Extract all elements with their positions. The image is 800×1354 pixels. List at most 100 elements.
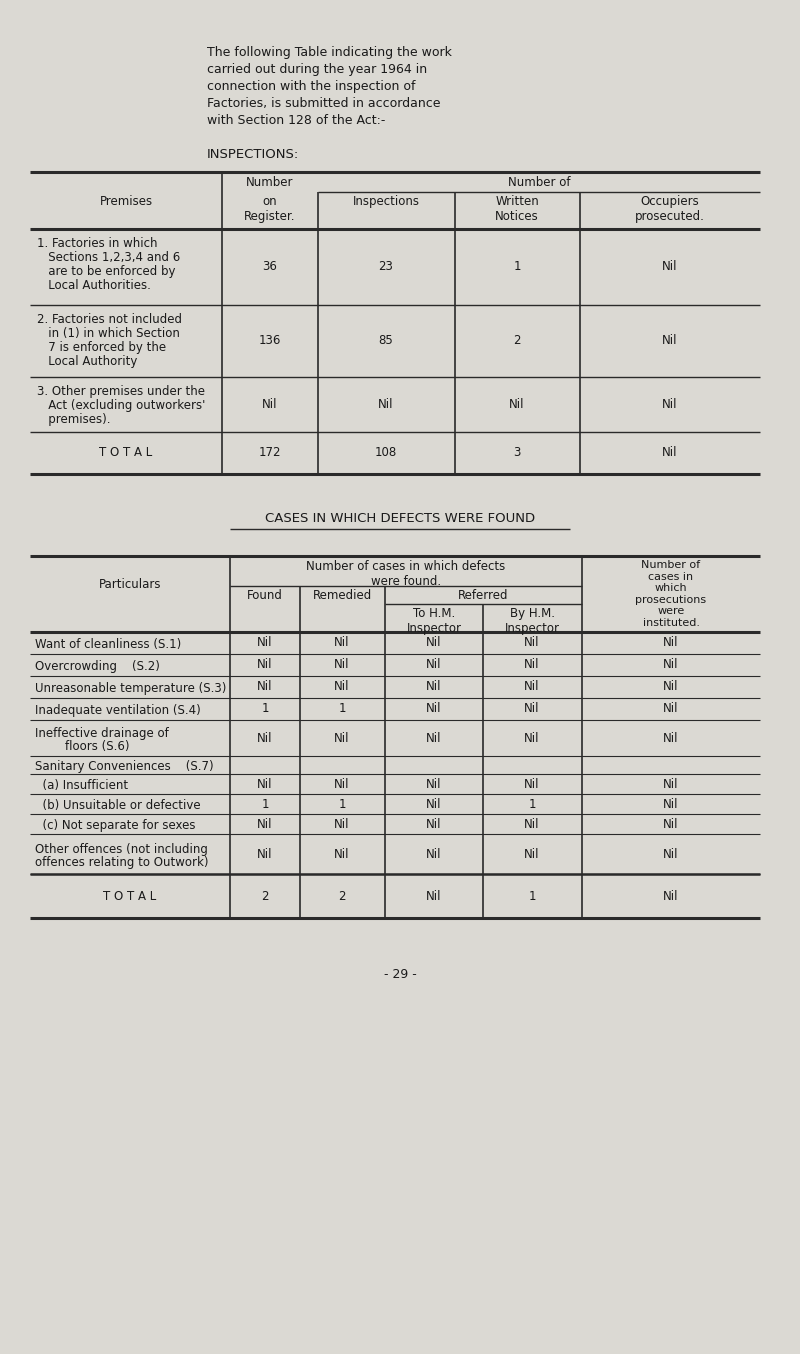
Text: Sections 1,2,3,4 and 6: Sections 1,2,3,4 and 6 <box>37 250 180 264</box>
Text: Nil: Nil <box>524 777 540 791</box>
Text: Nil: Nil <box>662 334 678 348</box>
Text: Referred: Referred <box>458 589 508 603</box>
Text: 3. Other premises under the: 3. Other premises under the <box>37 385 205 398</box>
Text: 172: 172 <box>258 447 282 459</box>
Text: 2: 2 <box>262 890 269 903</box>
Text: floors (S.6): floors (S.6) <box>35 741 130 753</box>
Text: To H.M.
Inspector: To H.M. Inspector <box>406 607 462 635</box>
Text: Nil: Nil <box>426 848 442 861</box>
Text: Nil: Nil <box>334 848 350 861</box>
Text: Remedied: Remedied <box>312 589 372 603</box>
Text: Nil: Nil <box>426 890 442 903</box>
Text: (a) Insufficient: (a) Insufficient <box>35 779 128 792</box>
Text: Nil: Nil <box>662 260 678 274</box>
Text: Nil: Nil <box>524 818 540 830</box>
Text: Inspections: Inspections <box>353 195 419 209</box>
Text: The following Table indicating the work: The following Table indicating the work <box>207 46 452 60</box>
Text: Nil: Nil <box>334 658 350 672</box>
Text: Nil: Nil <box>524 681 540 693</box>
Text: Nil: Nil <box>258 681 273 693</box>
Text: 1: 1 <box>262 798 269 811</box>
Text: Nil: Nil <box>524 731 540 745</box>
Text: Local Authorities.: Local Authorities. <box>37 279 151 292</box>
Text: 23: 23 <box>378 260 394 274</box>
Text: Nil: Nil <box>662 398 678 410</box>
Text: Written
Notices: Written Notices <box>495 195 539 223</box>
Text: 36: 36 <box>262 260 278 274</box>
Text: By H.M.
Inspector: By H.M. Inspector <box>505 607 559 635</box>
Text: 136: 136 <box>259 334 281 348</box>
Text: Nil: Nil <box>663 658 678 672</box>
Text: Ineffective drainage of: Ineffective drainage of <box>35 727 169 741</box>
Text: - 29 -: - 29 - <box>384 968 416 982</box>
Text: Nil: Nil <box>334 777 350 791</box>
Text: (b) Unsuitable or defective: (b) Unsuitable or defective <box>35 799 201 812</box>
Text: are to be enforced by: are to be enforced by <box>37 265 175 278</box>
Text: Nil: Nil <box>426 681 442 693</box>
Text: with Section 128 of the Act:-: with Section 128 of the Act:- <box>207 114 386 127</box>
Text: Nil: Nil <box>334 731 350 745</box>
Text: INSPECTIONS:: INSPECTIONS: <box>207 148 299 161</box>
Text: Nil: Nil <box>262 398 278 410</box>
Text: Nil: Nil <box>524 636 540 650</box>
Text: Nil: Nil <box>258 848 273 861</box>
Text: 1: 1 <box>338 798 346 811</box>
Text: Nil: Nil <box>426 731 442 745</box>
Text: Nil: Nil <box>663 818 678 830</box>
Text: Nil: Nil <box>663 798 678 811</box>
Text: Other offences (not including: Other offences (not including <box>35 844 208 856</box>
Text: Nil: Nil <box>378 398 394 410</box>
Text: T O T A L: T O T A L <box>99 447 153 459</box>
Text: Particulars: Particulars <box>98 578 162 590</box>
Text: 2: 2 <box>514 334 521 348</box>
Text: Number of cases in which defects
were found.: Number of cases in which defects were fo… <box>306 561 506 588</box>
Text: Local Authority: Local Authority <box>37 355 138 368</box>
Text: Sanitary Conveniences    (S.7): Sanitary Conveniences (S.7) <box>35 760 214 773</box>
Text: Nil: Nil <box>662 447 678 459</box>
Text: Nil: Nil <box>663 890 678 903</box>
Text: Nil: Nil <box>334 636 350 650</box>
Text: (c) Not separate for sexes: (c) Not separate for sexes <box>35 819 195 831</box>
Text: Nil: Nil <box>663 703 678 715</box>
Text: 1: 1 <box>528 798 536 811</box>
Text: Nil: Nil <box>663 848 678 861</box>
Text: Number of: Number of <box>508 176 570 190</box>
Text: Occupiers
prosecuted.: Occupiers prosecuted. <box>635 195 705 223</box>
Text: Act (excluding outworkers': Act (excluding outworkers' <box>37 399 206 412</box>
Text: Nil: Nil <box>258 818 273 830</box>
Text: premises).: premises). <box>37 413 110 427</box>
Text: Factories, is submitted in accordance: Factories, is submitted in accordance <box>207 97 441 110</box>
Text: 108: 108 <box>375 447 397 459</box>
Text: offences relating to Outwork): offences relating to Outwork) <box>35 856 209 869</box>
Text: Nil: Nil <box>663 681 678 693</box>
Text: on
Register.: on Register. <box>244 195 296 223</box>
Text: Nil: Nil <box>663 636 678 650</box>
Text: 3: 3 <box>514 447 521 459</box>
Text: Nil: Nil <box>258 636 273 650</box>
Text: T O T A L: T O T A L <box>103 890 157 903</box>
Text: 2: 2 <box>338 890 346 903</box>
Text: Nil: Nil <box>524 658 540 672</box>
Text: connection with the inspection of: connection with the inspection of <box>207 80 415 93</box>
Text: Inadequate ventilation (S.4): Inadequate ventilation (S.4) <box>35 704 201 718</box>
Text: 1. Factories in which: 1. Factories in which <box>37 237 158 250</box>
Text: Want of cleanliness (S.1): Want of cleanliness (S.1) <box>35 638 182 651</box>
Text: 1: 1 <box>262 703 269 715</box>
Text: Nil: Nil <box>258 731 273 745</box>
Text: Nil: Nil <box>663 731 678 745</box>
Text: Nil: Nil <box>524 703 540 715</box>
Text: 85: 85 <box>378 334 394 348</box>
Text: Nil: Nil <box>426 798 442 811</box>
Text: Nil: Nil <box>334 681 350 693</box>
Text: Nil: Nil <box>334 818 350 830</box>
Text: Nil: Nil <box>524 848 540 861</box>
Text: Unreasonable temperature (S.3): Unreasonable temperature (S.3) <box>35 682 226 695</box>
Text: Nil: Nil <box>426 818 442 830</box>
Text: Premises: Premises <box>99 195 153 209</box>
Text: in (1) in which Section: in (1) in which Section <box>37 328 180 340</box>
Text: carried out during the year 1964 in: carried out during the year 1964 in <box>207 64 427 76</box>
Text: Nil: Nil <box>663 777 678 791</box>
Text: Nil: Nil <box>258 777 273 791</box>
Text: Nil: Nil <box>426 777 442 791</box>
Text: CASES IN WHICH DEFECTS WERE FOUND: CASES IN WHICH DEFECTS WERE FOUND <box>265 512 535 525</box>
